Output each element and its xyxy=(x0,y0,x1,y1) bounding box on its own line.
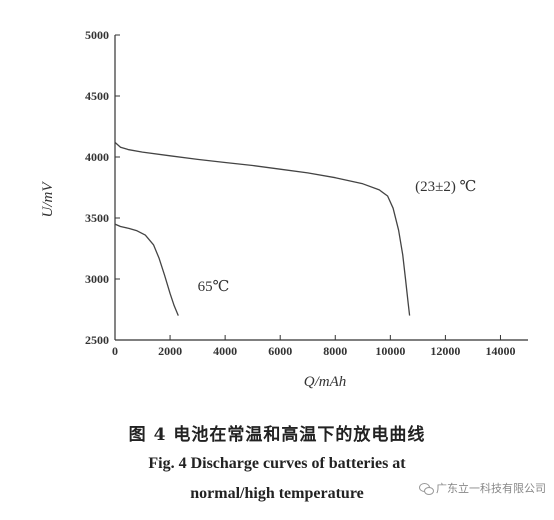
x-tick-label: 6000 xyxy=(268,344,292,358)
discharge-chart: 2500 3000 3500 4000 4500 5000 0 2000 4000 6000 800… xyxy=(40,28,528,390)
x-tick-label: 2000 xyxy=(158,344,182,358)
y-tick-label: 4000 xyxy=(85,150,109,164)
chart-axes xyxy=(114,35,528,341)
y-tick-label: 4500 xyxy=(85,89,109,103)
x-tick-label: 8000 xyxy=(323,344,347,358)
chart-series xyxy=(114,141,411,316)
watermark-text: 广东立一科技有限公司 xyxy=(436,482,546,495)
series-line-2 xyxy=(114,223,179,316)
annotation-label-1: (23±2) ℃ xyxy=(415,179,476,195)
chart-annotations: (23±2) ℃ 65℃ xyxy=(198,179,477,295)
figure-caption-english-line1: Fig. 4 Discharge curves of batteries at xyxy=(148,455,406,472)
x-tick-label: 4000 xyxy=(213,344,237,358)
chart-ticks: 2500 3000 3500 4000 4500 5000 0 2000 4000 6000 800… xyxy=(85,28,515,358)
wechat-icon xyxy=(419,482,434,495)
y-tick-label: 3500 xyxy=(85,211,109,225)
y-tick-label: 5000 xyxy=(85,28,109,42)
y-tick-label: 2500 xyxy=(85,333,109,347)
figure-caption-english-line2: normal/high temperature xyxy=(190,485,364,502)
y-tick-label: 3000 xyxy=(85,272,109,286)
x-axis-label: Q/mAh xyxy=(304,374,347,390)
annotation-label-2: 65℃ xyxy=(198,279,230,295)
watermark: 广东立一科技有限公司 xyxy=(419,480,546,496)
x-tick-label: 14000 xyxy=(485,344,515,358)
x-tick-label: 12000 xyxy=(430,344,460,358)
y-axis-label: U/mV xyxy=(40,181,56,218)
x-tick-label: 10000 xyxy=(375,344,405,358)
x-tick-label: 0 xyxy=(112,344,118,358)
figure-caption-chinese: 图 4 电池在常温和高温下的放电曲线 xyxy=(128,425,426,445)
series-line-1 xyxy=(114,141,411,316)
